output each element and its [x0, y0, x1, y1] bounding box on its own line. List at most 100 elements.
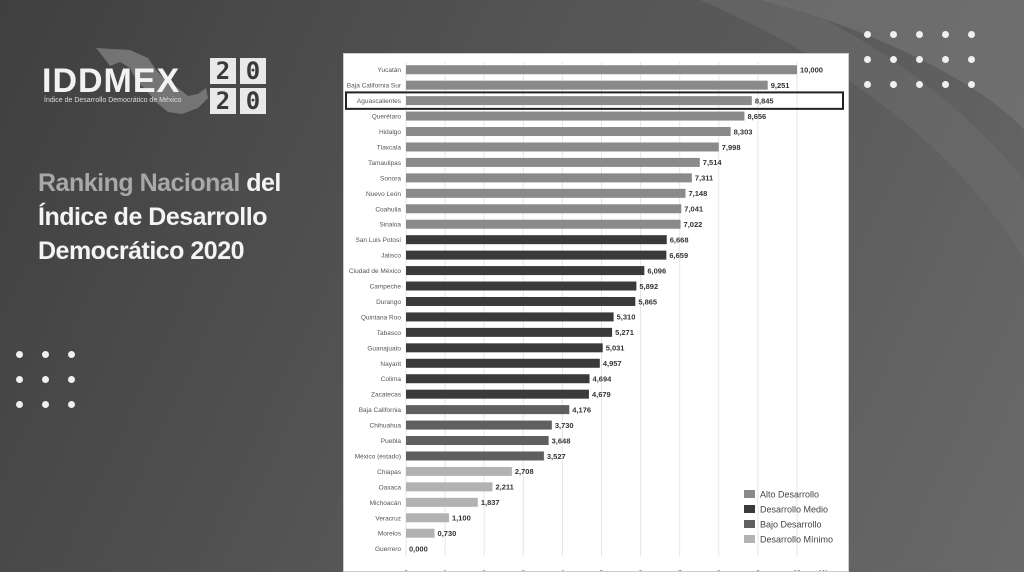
category-label: Baja California: [359, 407, 402, 414]
category-label: San Luis Potosí: [355, 237, 401, 244]
bar: [406, 111, 745, 121]
data-label: 1,100: [452, 514, 471, 523]
legend-swatch: [744, 520, 755, 528]
category-label: Coahuila: [375, 206, 401, 213]
bar: [406, 142, 719, 152]
category-label: Guanajuato: [367, 345, 401, 352]
category-label: Colima: [381, 376, 402, 383]
data-label: 3,648: [552, 436, 571, 445]
category-label: Sonora: [380, 175, 401, 182]
category-label: Nuevo León: [366, 191, 401, 198]
bar: [406, 65, 797, 75]
bar: [406, 266, 645, 276]
data-label: 6,668: [670, 235, 689, 244]
iddmex-logo: IDDMEX Índice de Desarrollo Democrático …: [42, 44, 282, 124]
bar: [406, 374, 590, 384]
data-label: 5,310: [617, 313, 636, 322]
legend-label: Desarrollo Medio: [760, 505, 828, 515]
category-label: Oaxaca: [379, 484, 402, 491]
category-label: Guerrero: [375, 546, 401, 553]
data-label: 6,096: [647, 266, 666, 275]
bar: [406, 80, 768, 90]
category-label: Yucatán: [378, 67, 402, 74]
data-label: 7,022: [684, 220, 703, 229]
bar: [406, 127, 731, 137]
data-label: 4,176: [572, 405, 591, 414]
bar: [406, 188, 686, 198]
decorative-dots-left: [16, 351, 75, 408]
data-label: 7,998: [722, 143, 741, 152]
data-label: 3,730: [555, 421, 574, 430]
data-label: 5,892: [639, 282, 658, 291]
category-label: Chihuahua: [370, 423, 402, 430]
year-digit: 0: [240, 88, 266, 114]
data-label: 0,000: [409, 544, 428, 553]
category-label: Chiapas: [377, 469, 402, 476]
data-label: 7,514: [703, 158, 723, 167]
x-tick-label: 4: [561, 569, 565, 571]
category-label: Tabasco: [377, 330, 402, 337]
data-label: 0,730: [438, 529, 457, 538]
bar: [406, 528, 435, 538]
category-label: Tamaulipas: [368, 160, 402, 167]
category-label: Michoacán: [370, 500, 402, 507]
legend-swatch: [744, 490, 755, 498]
x-tick-label: 2: [482, 569, 486, 571]
x-tick-label: 6: [639, 569, 643, 571]
data-label: 7,148: [688, 189, 707, 198]
category-label: Baja California Sur: [347, 83, 402, 90]
x-tick-label: 5: [600, 569, 604, 571]
data-label: 9,251: [771, 81, 790, 90]
data-label: 4,694: [593, 375, 613, 384]
title-highlight: Ranking Nacional: [38, 169, 240, 197]
bar: [406, 358, 600, 368]
bar: [406, 173, 692, 183]
bar: [406, 204, 682, 214]
bar: [406, 513, 450, 523]
data-label: 4,957: [603, 359, 622, 368]
data-label: 2,211: [495, 483, 513, 492]
category-label: Quintana Roo: [361, 314, 401, 321]
data-label: 8,845: [755, 96, 774, 105]
data-label: 4,679: [592, 390, 611, 399]
bar: [406, 250, 667, 260]
category-label: Zacatecas: [371, 392, 402, 399]
x-tick-label: 10: [793, 569, 801, 571]
decorative-dots-right: [864, 31, 975, 88]
bar: [406, 157, 700, 167]
data-label: 5,031: [606, 344, 625, 353]
category-label: Querétaro: [372, 114, 402, 121]
data-label: 8,303: [734, 127, 753, 136]
bar: [406, 343, 603, 353]
logo-wordmark: IDDMEX: [42, 62, 181, 100]
category-label: Ciudad de México: [349, 268, 401, 275]
category-label: Durango: [376, 299, 401, 306]
x-tick-label: 7: [678, 569, 682, 571]
bar: [406, 466, 512, 476]
bar: [406, 219, 681, 229]
x-tick-label: 1: [443, 569, 447, 571]
year-digit: 0: [240, 58, 266, 84]
bar: [406, 327, 613, 337]
data-label: 8,656: [747, 112, 766, 121]
logo-subtitle: Índice de Desarrollo Democrático de Méxi…: [44, 97, 182, 104]
category-label: Tlaxcala: [377, 144, 402, 151]
data-label: 5,865: [638, 297, 657, 306]
bar: [406, 389, 589, 399]
data-label: 7,041: [684, 205, 703, 214]
title-line2: Índice de Desarrollo: [38, 203, 267, 231]
legend-label: Desarrollo Mínimo: [760, 535, 833, 545]
bar: [406, 235, 667, 245]
category-label: Sinaloa: [379, 222, 401, 229]
year-digit: 2: [210, 88, 236, 114]
highlight-box: [345, 91, 844, 110]
legend-swatch: [744, 535, 755, 543]
title-line1-rest: del: [246, 169, 281, 197]
category-label: Hidalgo: [379, 129, 401, 136]
category-label: Jalisco: [381, 253, 401, 260]
data-label: 3,527: [547, 452, 566, 461]
data-label: 2,708: [515, 467, 534, 476]
bar: [406, 281, 637, 291]
